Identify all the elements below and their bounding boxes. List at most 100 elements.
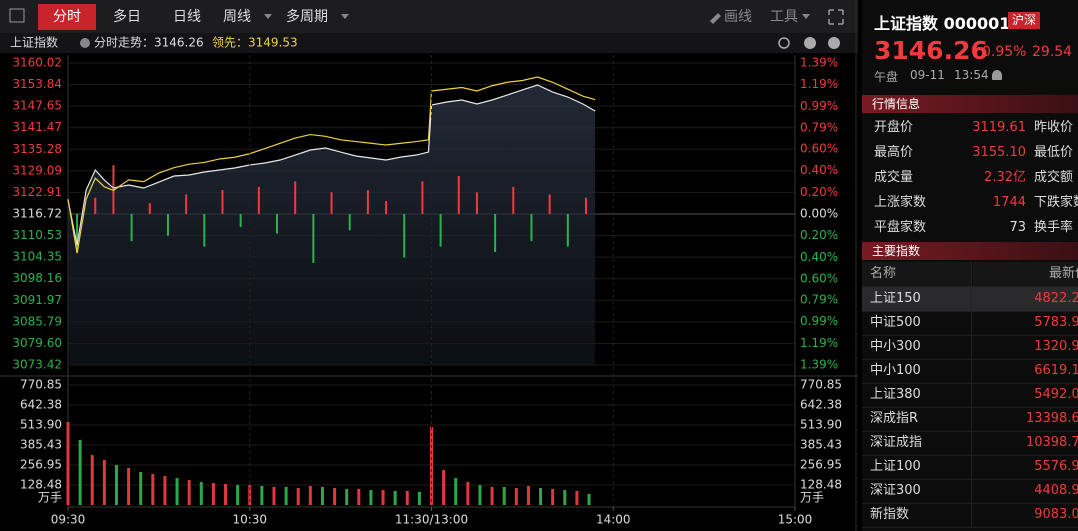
y-tick-label: 513.90 (20, 418, 62, 432)
index-row[interactable]: 中小300 1320.97 (862, 335, 1078, 360)
info-value: 73 (1009, 220, 1026, 235)
breadth-bar (566, 214, 569, 247)
y2-tick-label: 513.90 (800, 418, 842, 432)
info-row: 成交量 2.32亿 成交额 (862, 165, 1078, 190)
volume-bar (260, 486, 264, 505)
y-tick-label: 256.95 (20, 458, 62, 472)
tool[interactable]: 画线 (724, 9, 752, 25)
dropdown-arrow (802, 14, 810, 19)
index-name: 上证100 (862, 455, 972, 479)
pen-icon (710, 13, 721, 24)
dropdown-arrow (264, 14, 272, 19)
tab[interactable]: 周线 (223, 9, 251, 25)
tab[interactable]: 多周期 (286, 8, 328, 25)
x-tick-label: 09:30 (51, 513, 86, 527)
breadth-bar (112, 165, 115, 214)
quote-change-pct: 0.95% (982, 44, 1027, 60)
price-line (67, 76, 596, 254)
breadth-bar (584, 197, 587, 214)
breadth-bar (512, 186, 515, 214)
volume-bar (187, 479, 191, 505)
volume-bar (369, 490, 373, 505)
column-header: 最新价 (973, 262, 1078, 286)
volume-bar (381, 490, 385, 505)
info-row: 最高价 3155.10 最低价 (862, 140, 1078, 165)
index-row[interactable]: 深成指R 13398.67 (862, 407, 1078, 432)
refresh-icon[interactable] (778, 37, 790, 49)
y-tick-label: 3116.72 (12, 207, 62, 221)
alert-icon[interactable] (992, 70, 1002, 80)
y-tick-label: 3129.09 (12, 163, 62, 177)
index-name: 中证500 (862, 311, 972, 335)
breadth-bar (312, 214, 315, 263)
y2-tick-label: 770.85 (800, 378, 842, 392)
breadth-bar (457, 175, 460, 214)
chart: 分时 多日 日线 周线 多周期 画线 工具 上证指数 分时走势：3146.26 … (0, 0, 858, 531)
tab[interactable]: 日线 (173, 9, 201, 25)
y2-tick-label: 0.79% (800, 292, 838, 306)
index-row[interactable]: 中证500 5783.94 (862, 311, 1078, 336)
volume-bar (539, 488, 543, 505)
index-row[interactable]: 上证150 4822.23 (862, 287, 1078, 312)
tab[interactable]: 多日 (113, 8, 141, 25)
index-row[interactable]: 深证成指 10398.78 (862, 431, 1078, 456)
volume-bar (442, 469, 446, 505)
x-tick-label: 11:30/13:00 (395, 513, 468, 527)
collapse-icon[interactable] (80, 38, 90, 48)
column-header: 名称 (862, 262, 972, 286)
y2-tick-label: 1.39% (800, 56, 838, 70)
volume-bar (320, 486, 324, 505)
x-tick-label: 15:00 (778, 513, 813, 527)
volume-bar (163, 476, 167, 505)
active-tab[interactable] (38, 4, 96, 30)
zoom-in-icon[interactable] (804, 37, 816, 49)
zoom-out-icon[interactable] (828, 37, 840, 49)
breadth-bar (421, 181, 424, 214)
market-badge: 沪深 (1008, 12, 1041, 29)
breadth-bar (403, 214, 406, 258)
volume-bar (514, 488, 518, 505)
info-label: 最低价 (1034, 145, 1074, 160)
info-label: 最高价 (874, 145, 914, 160)
sidebar-icon[interactable] (9, 8, 25, 23)
section-title: 行情信息 (862, 95, 1078, 113)
breadth-bar (148, 203, 151, 214)
index-row[interactable]: 上证380 5492.01 (862, 383, 1078, 408)
index-name: 新指数 (862, 503, 972, 527)
index-row[interactable]: 深证300 4408.95 (862, 479, 1078, 504)
index-name: 深成指R (862, 407, 972, 431)
tab[interactable]: 分时 (53, 9, 81, 25)
fullscreen-icon[interactable] (828, 9, 844, 25)
tool[interactable]: 工具 (770, 9, 798, 25)
y2-tick-label: 642.38 (800, 397, 842, 411)
y-tick-label: 3110.53 (12, 228, 62, 242)
index-row[interactable]: 新指数 9083.00 (862, 503, 1078, 528)
trend-label: 分时走势：3146.26 (94, 36, 204, 50)
y-tick-label: 3091.97 (12, 293, 62, 307)
breadth-bar (366, 190, 369, 214)
info-label: 下跌家数 (1034, 195, 1078, 210)
y-tick-label: 3098.16 (12, 271, 62, 285)
volume-bar (490, 486, 494, 505)
volume-bar (308, 486, 312, 505)
breadth-bar (330, 192, 333, 214)
y2-tick-label: 0.40% (800, 250, 838, 264)
unit-label: 万手 (38, 491, 62, 505)
y-tick-label: 3079.60 (12, 336, 62, 350)
y2-tick-label: 0.40% (800, 163, 838, 177)
index-price: 13398.67 (1025, 411, 1078, 426)
info-label: 成交额 (1034, 170, 1074, 185)
index-price: 5783.94 (1034, 315, 1078, 330)
index-row[interactable]: 上证100 5576.90 (862, 455, 1078, 480)
y-tick-label: 3135.28 (12, 142, 62, 156)
y-tick-label: 3141.47 (12, 120, 62, 134)
breadth-bar (530, 214, 533, 242)
time: 13:54 (954, 68, 989, 82)
index-row[interactable]: 中小100 6619.13 (862, 359, 1078, 384)
info-row: 平盘家数 73 换手率 (862, 215, 1078, 240)
table-header: 名称 最新价 (862, 262, 1078, 287)
dropdown-arrow (341, 14, 349, 19)
quote-panel: 上证指数 000001 沪深 3146.26 0.95% 29.54 午盘 09… (862, 0, 1078, 531)
volume-bar (175, 478, 179, 505)
index-price: 9083.00 (1034, 507, 1078, 522)
